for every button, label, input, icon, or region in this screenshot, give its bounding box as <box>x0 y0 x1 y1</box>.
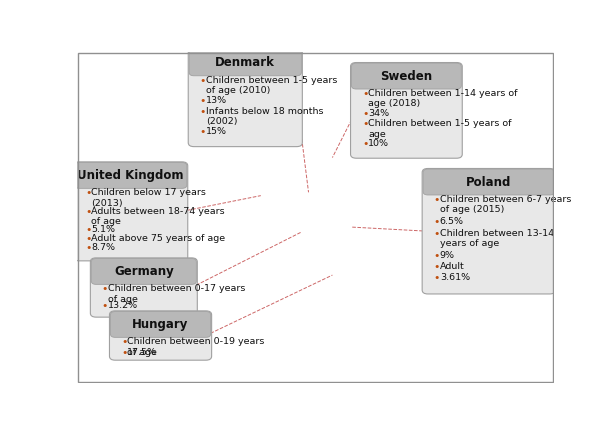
Text: 5.1%: 5.1% <box>91 225 115 234</box>
Text: •: • <box>362 119 368 129</box>
Text: 9%: 9% <box>440 251 455 260</box>
Text: •: • <box>121 348 128 358</box>
FancyBboxPatch shape <box>188 49 302 147</box>
Text: Children between 1-5 years of
age: Children between 1-5 years of age <box>368 119 512 138</box>
Text: •: • <box>362 109 368 119</box>
Text: •: • <box>200 76 206 86</box>
FancyBboxPatch shape <box>423 169 554 195</box>
Text: •: • <box>85 188 92 198</box>
FancyBboxPatch shape <box>422 169 556 294</box>
Text: Adult above 75 years of age: Adult above 75 years of age <box>91 234 225 243</box>
FancyBboxPatch shape <box>91 258 197 284</box>
Text: Children between 1-14 years of
age (2018): Children between 1-14 years of age (2018… <box>368 89 517 108</box>
Text: 34%: 34% <box>368 109 389 118</box>
Text: •: • <box>85 243 92 253</box>
Text: •: • <box>362 89 368 99</box>
Text: •: • <box>200 107 206 117</box>
FancyBboxPatch shape <box>91 258 197 317</box>
Text: •: • <box>434 228 440 239</box>
Text: Children between 1-5 years
of age (2010): Children between 1-5 years of age (2010) <box>206 76 338 95</box>
FancyBboxPatch shape <box>189 50 301 76</box>
Text: •: • <box>434 273 440 283</box>
Text: Children between 13-14
years of age: Children between 13-14 years of age <box>440 228 554 248</box>
Text: 10%: 10% <box>368 139 389 148</box>
Text: Children between 6-7 years
of age (2015): Children between 6-7 years of age (2015) <box>440 195 571 215</box>
Text: Children below 17 years
(2013): Children below 17 years (2013) <box>91 188 206 208</box>
Text: 15%: 15% <box>206 127 227 136</box>
FancyBboxPatch shape <box>110 311 211 338</box>
Text: •: • <box>102 284 108 295</box>
Text: Children between 0-17 years
of age: Children between 0-17 years of age <box>108 284 245 304</box>
Text: Germany: Germany <box>114 265 174 278</box>
Text: •: • <box>200 127 206 137</box>
Text: •: • <box>85 225 92 235</box>
Text: 13%: 13% <box>206 96 227 105</box>
FancyBboxPatch shape <box>352 63 461 89</box>
Text: •: • <box>121 338 128 347</box>
Text: Poland: Poland <box>466 175 511 188</box>
FancyBboxPatch shape <box>110 311 212 360</box>
Text: Infants below 18 months
(2002): Infants below 18 months (2002) <box>206 107 323 126</box>
Text: •: • <box>85 207 92 217</box>
Text: Sweden: Sweden <box>380 70 432 83</box>
FancyBboxPatch shape <box>74 162 188 261</box>
Text: Adults between 18-74 years
of age: Adults between 18-74 years of age <box>91 207 225 226</box>
Text: United Kingdom: United Kingdom <box>78 169 184 182</box>
Text: Adult: Adult <box>440 262 464 271</box>
Text: Hungary: Hungary <box>132 318 188 331</box>
Text: 8.7%: 8.7% <box>91 243 115 252</box>
Text: 13.2%: 13.2% <box>108 301 138 310</box>
Text: •: • <box>85 234 92 244</box>
Text: •: • <box>434 262 440 272</box>
Text: 6.5%: 6.5% <box>440 217 464 226</box>
FancyBboxPatch shape <box>351 62 462 158</box>
Text: •: • <box>200 96 206 106</box>
Text: 17.5%: 17.5% <box>127 348 157 357</box>
Text: •: • <box>434 195 440 205</box>
Text: •: • <box>102 301 108 311</box>
Text: 3.61%: 3.61% <box>440 273 470 282</box>
FancyBboxPatch shape <box>75 163 187 188</box>
Text: •: • <box>434 251 440 261</box>
Text: Children between 0-19 years
of age: Children between 0-19 years of age <box>127 338 264 357</box>
Text: •: • <box>434 217 440 227</box>
Text: Denmark: Denmark <box>216 56 275 69</box>
Text: •: • <box>362 139 368 149</box>
